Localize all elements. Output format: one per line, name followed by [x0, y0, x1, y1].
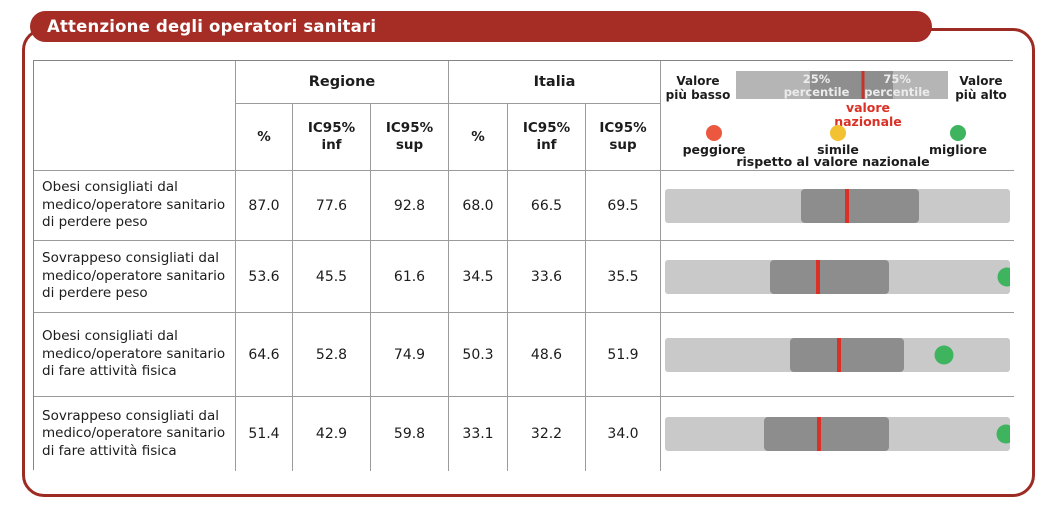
percentile-bar [665, 188, 1010, 223]
percentile-bar [665, 259, 1010, 294]
legend-interquartile-band [810, 71, 893, 99]
regione-ic95-inf-value: 45.5 [293, 241, 371, 313]
interquartile-band [764, 417, 889, 451]
section-title-bar: Attenzione degli operatori sanitari [30, 11, 932, 42]
similar-dot-icon [830, 125, 846, 141]
regione-pct-value: 53.6 [236, 241, 293, 313]
national-value-line [816, 417, 821, 451]
regione-ic95-sup-value: 61.6 [371, 241, 449, 313]
legend-similar-label: simile [817, 142, 859, 157]
regione-ic95-inf-value: 52.8 [293, 313, 371, 397]
percentile-bar-cell [661, 313, 1014, 397]
row-label: Obesi consigliati dal medico/operatore s… [34, 313, 236, 397]
legend-bar: 25% percentile 75% percentile [736, 71, 948, 99]
legend-better-label: migliore [928, 142, 988, 157]
regione-pct-value: 87.0 [236, 171, 293, 241]
legend-p75-label: 75% percentile [864, 72, 930, 99]
row-label: Obesi consigliati dal medico/operatore s… [34, 171, 236, 241]
worse-dot-icon [706, 125, 722, 141]
italia-ic95-inf-value: 48.6 [508, 313, 586, 397]
legend-caption: rispetto al valore nazionale [736, 154, 930, 169]
italia-ic95-sup-value: 51.9 [586, 313, 661, 397]
percentile-bar [665, 417, 1010, 451]
interquartile-band [790, 337, 905, 372]
national-value-line [836, 337, 841, 372]
italia-ic95-inf-value: 33.6 [508, 241, 586, 313]
regione-pct-value: 64.6 [236, 313, 293, 397]
italia-ic95-sup-value: 69.5 [586, 171, 661, 241]
regione-ic95-sup-value: 59.8 [371, 397, 449, 471]
italia-ic95-sup-header: IC95% sup [586, 104, 661, 171]
legend-lowest-value-label: Valore più basso [665, 74, 731, 103]
percentile-bar-cell [661, 171, 1014, 241]
legend-national-value-line [861, 71, 865, 99]
national-value-line [845, 188, 850, 223]
italia-pct-header: % [449, 104, 508, 171]
table-corner-cell [34, 61, 236, 171]
italia-pct-value: 34.5 [449, 241, 508, 313]
regione-ic95-inf-value: 77.6 [293, 171, 371, 241]
legend-p25-label: 25% percentile [783, 72, 850, 99]
italia-ic95-sup-value: 35.5 [586, 241, 661, 313]
legend-national-value-label: valore nazionale [834, 100, 902, 130]
percentile-bar [665, 337, 1010, 372]
interquartile-band [770, 259, 890, 294]
interquartile-band [801, 188, 919, 223]
italia-pct-value: 33.1 [449, 397, 508, 471]
percentile-bar-cell [661, 241, 1014, 313]
section-title: Attenzione degli operatori sanitari [47, 17, 377, 36]
percentile-bar-cell [661, 397, 1014, 471]
regione-ic95-inf-value: 42.9 [293, 397, 371, 471]
national-value-line [815, 259, 820, 294]
better-dot-icon [950, 125, 966, 141]
italia-ic95-inf-value: 66.5 [508, 171, 586, 241]
regione-ic95-sup-value: 74.9 [371, 313, 449, 397]
italia-ic95-sup-value: 34.0 [586, 397, 661, 471]
regione-pct-header: % [236, 104, 293, 171]
regione-ic95-inf-header: IC95% inf [293, 104, 371, 171]
row-label: Sovrappeso consigliati dal medico/operat… [34, 397, 236, 471]
italia-ic95-inf-header: IC95% inf [508, 104, 586, 171]
legend-worse-label: peggiore [682, 142, 746, 157]
column-group-regione: Regione [236, 61, 449, 104]
regione-ic95-sup-header: IC95% sup [371, 104, 449, 171]
column-group-italia: Italia [449, 61, 661, 104]
italia-pct-value: 50.3 [449, 313, 508, 397]
region-position-dot [996, 424, 1010, 444]
indicators-table: Regione Italia Valore più basso 25% perc… [33, 60, 1014, 471]
regione-ic95-sup-value: 92.8 [371, 171, 449, 241]
region-position-dot [997, 267, 1010, 286]
legend-highest-value-label: Valore più alto [955, 74, 1007, 103]
region-position-dot [934, 345, 954, 364]
italia-ic95-inf-value: 32.2 [508, 397, 586, 471]
regione-pct-value: 51.4 [236, 397, 293, 471]
percentile-legend: Valore più basso 25% percentile 75% perc… [661, 61, 1014, 171]
italia-pct-value: 68.0 [449, 171, 508, 241]
row-label: Sovrappeso consigliati dal medico/operat… [34, 241, 236, 313]
